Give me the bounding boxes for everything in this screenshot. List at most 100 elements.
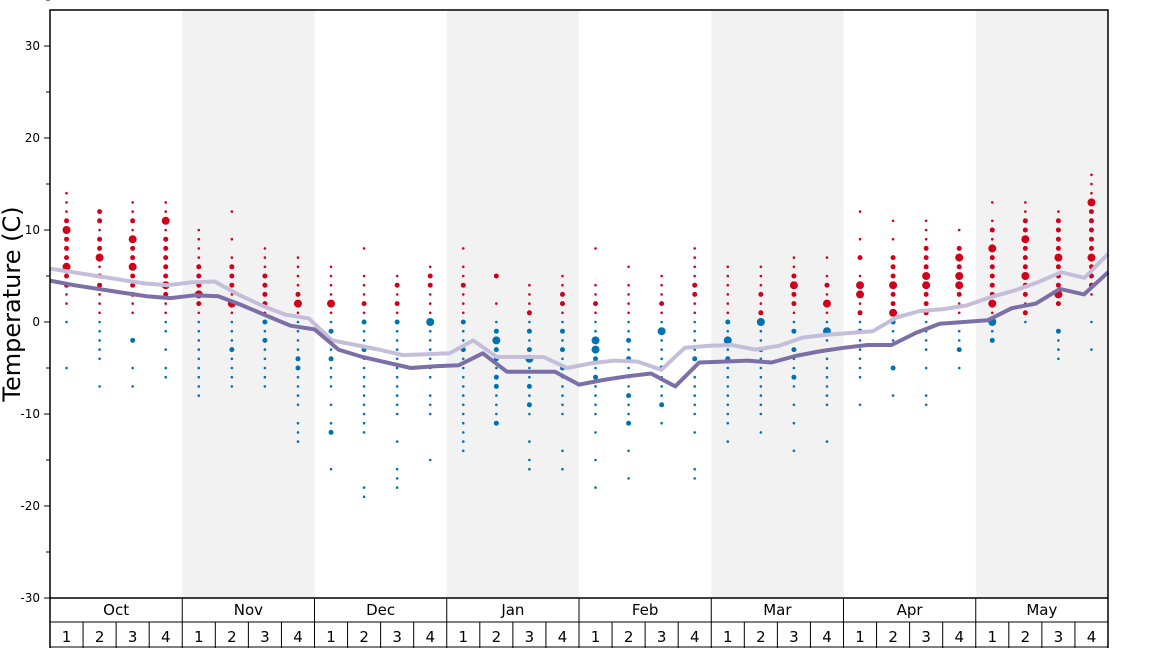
warm-point (726, 302, 730, 305)
warm-point (957, 302, 961, 305)
cold-point (461, 375, 465, 379)
cold-point (461, 440, 465, 443)
warm-point (988, 299, 997, 308)
y-tick-label: -20 (20, 499, 40, 513)
warm-point (161, 216, 170, 225)
warm-point (197, 228, 201, 232)
cold-point (693, 329, 697, 333)
warm-point (163, 236, 169, 242)
cold-point (825, 385, 829, 388)
warm-point (131, 311, 134, 315)
cold-point (693, 403, 697, 407)
warm-point (1088, 218, 1094, 224)
cold-point (693, 375, 697, 379)
warm-point (1088, 245, 1094, 251)
warm-point (296, 256, 300, 259)
week-label: 1 (459, 628, 469, 646)
cold-point (296, 440, 300, 443)
warm-point (1021, 235, 1030, 244)
cold-point (726, 403, 730, 407)
cold-point (693, 385, 697, 388)
cold-point (493, 420, 499, 426)
cold-point (957, 366, 961, 370)
warm-point (692, 282, 698, 288)
warm-point (95, 253, 104, 262)
warm-point (1022, 291, 1028, 297)
y-tick-label: -10 (20, 407, 40, 421)
cold-point (759, 431, 763, 434)
cold-point (559, 328, 565, 334)
cold-point (461, 339, 465, 342)
cold-point (791, 347, 797, 353)
cold-point (230, 357, 234, 361)
warm-point (128, 262, 137, 271)
warm-point (263, 256, 267, 259)
warm-point (395, 274, 399, 278)
cold-point (693, 412, 697, 416)
month-label: Mar (763, 601, 792, 619)
warm-point (1055, 227, 1061, 233)
warm-point (1055, 236, 1061, 242)
cold-point (296, 348, 300, 351)
cold-point (594, 366, 597, 370)
cold-point (924, 403, 928, 407)
cold-point (428, 329, 432, 333)
cold-point (627, 366, 630, 370)
cold-point (197, 357, 201, 361)
cold-point (528, 394, 531, 397)
week-label: 2 (1021, 628, 1031, 646)
month-label: Nov (234, 601, 263, 619)
cold-point (461, 366, 465, 370)
week-label: 1 (591, 628, 601, 646)
cold-point (263, 329, 267, 333)
cold-point (395, 440, 399, 443)
warm-point (627, 265, 630, 269)
cold-point (627, 348, 630, 351)
warm-point (528, 283, 531, 287)
cold-point (493, 328, 499, 334)
cold-point (594, 403, 597, 407)
cold-point (759, 403, 763, 407)
warm-point (164, 311, 168, 315)
cold-point (428, 412, 432, 416)
warm-point (989, 282, 995, 288)
warm-point (130, 245, 136, 251)
cold-point (131, 366, 134, 370)
cold-point (362, 412, 366, 416)
warm-point (164, 201, 168, 204)
warm-point (1088, 209, 1094, 215)
warm-point (428, 265, 432, 269)
warm-point (427, 282, 433, 288)
warm-point (856, 290, 865, 299)
warm-point (461, 293, 465, 296)
warm-point (957, 311, 961, 315)
warm-point (362, 293, 366, 296)
warm-point (693, 274, 697, 278)
week-label: 4 (690, 628, 700, 646)
warm-point (1022, 264, 1028, 270)
warm-point (988, 244, 997, 253)
warm-point (362, 247, 366, 250)
cold-point (594, 320, 597, 324)
warm-point (131, 302, 134, 305)
cold-point (296, 375, 300, 379)
cold-point (660, 357, 663, 361)
warm-point (1022, 227, 1028, 233)
week-label: 1 (723, 628, 733, 646)
cold-point (660, 385, 663, 388)
cold-point (328, 328, 334, 334)
warm-point (1087, 198, 1096, 207)
warm-point (923, 245, 929, 251)
warm-point (296, 265, 300, 269)
month-band (446, 10, 579, 598)
cold-point (825, 375, 829, 379)
warm-point (1090, 182, 1093, 186)
average-lines (49, 252, 1110, 389)
warm-point (262, 291, 268, 297)
warm-point (759, 274, 763, 278)
cold-point (759, 385, 763, 388)
cold-point (726, 366, 730, 370)
week-label: 4 (822, 628, 832, 646)
cold-point (428, 339, 432, 342)
cold-point (164, 320, 168, 324)
